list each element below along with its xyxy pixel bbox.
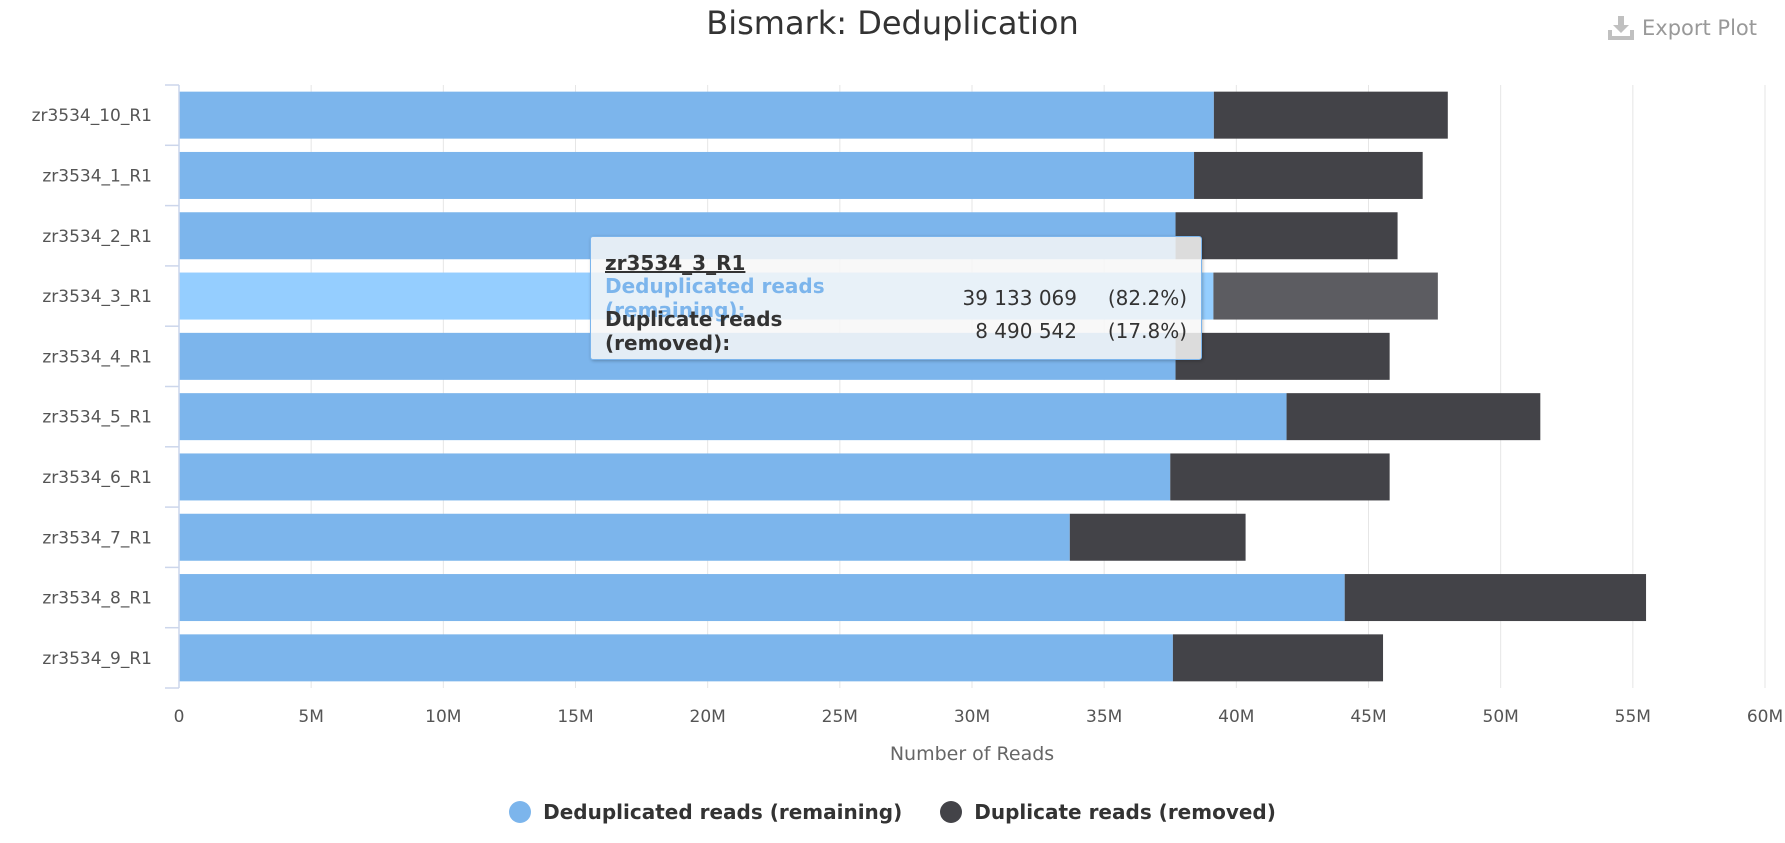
bar-segment-duplicate[interactable] — [1170, 453, 1390, 501]
legend-item-deduplicated[interactable]: Deduplicated reads (remaining) — [509, 800, 902, 824]
x-tick-label: 30M — [954, 707, 990, 727]
legend-label: Deduplicated reads (remaining) — [543, 800, 903, 824]
tooltip-row-percent: (82.2%) — [1107, 285, 1187, 310]
download-icon — [1606, 14, 1636, 42]
y-category-label: zr3534_1_R1 — [42, 166, 152, 186]
y-category-label: zr3534_6_R1 — [42, 468, 152, 488]
x-tick-label: 25M — [822, 707, 858, 727]
x-tick-label: 40M — [1218, 707, 1254, 727]
bar-segment-deduplicated[interactable] — [179, 393, 1287, 441]
y-category-label: zr3534_9_R1 — [42, 649, 152, 669]
legend-item-duplicate[interactable]: Duplicate reads (removed) — [940, 800, 1276, 824]
x-tick-label: 15M — [557, 707, 593, 727]
y-category-label: zr3534_5_R1 — [42, 408, 152, 428]
x-tick-label: 10M — [425, 707, 461, 727]
bar-segment-deduplicated[interactable] — [179, 91, 1214, 139]
tooltip-row-name: Duplicate reads (removed): — [605, 306, 783, 355]
y-category-label: zr3534_3_R1 — [42, 287, 152, 307]
y-category-label: zr3534_8_R1 — [42, 589, 152, 609]
tooltip-row-percent: (17.8%) — [1107, 318, 1187, 343]
bar-segment-duplicate[interactable] — [1175, 212, 1398, 260]
bar-segment-duplicate[interactable] — [1194, 151, 1423, 199]
bar-segment-deduplicated[interactable] — [179, 574, 1345, 622]
chart-title: Bismark: Deduplication — [706, 4, 1079, 42]
bar-segment-deduplicated[interactable] — [179, 453, 1171, 501]
tooltip: zr3534_3_R1 Deduplicated reads (remainin… — [590, 236, 1202, 360]
x-axis-title: Number of Reads — [890, 743, 1054, 765]
bars — [179, 91, 1647, 682]
tooltip-row-name: Deduplicated reads (remaining): — [605, 273, 825, 322]
tooltip-row-duplicate: Duplicate reads (removed): 8 490 542 (17… — [605, 307, 1187, 355]
legend-marker — [940, 801, 963, 823]
tooltip-row-deduplicated: Deduplicated reads (remaining): 39 133 0… — [605, 274, 1187, 322]
x-tick-label: 55M — [1615, 707, 1651, 727]
bar-segment-deduplicated[interactable] — [179, 151, 1195, 199]
legend-marker — [509, 801, 532, 823]
x-tick-label: 45M — [1350, 707, 1386, 727]
tooltip-title: zr3534_3_R1 — [605, 251, 746, 275]
tooltip-row-value: 8 490 542 — [975, 318, 1077, 343]
y-category-label: zr3534_10_R1 — [32, 106, 152, 126]
x-tick-label: 50M — [1483, 707, 1519, 727]
x-tick-label: 0 — [174, 707, 185, 727]
y-category-label: zr3534_2_R1 — [42, 227, 152, 247]
bar-segment-duplicate[interactable] — [1213, 91, 1448, 139]
bar-segment-duplicate[interactable] — [1344, 574, 1647, 622]
bar-segment-duplicate[interactable] — [1286, 393, 1541, 441]
bar-segment-duplicate[interactable] — [1069, 513, 1246, 561]
bar-segment-deduplicated[interactable] — [179, 634, 1173, 682]
axes: 0 5M 10M 15M 20M 25M 30M 35M 40M 45M 50M 55M 60M zr35… — [32, 84, 1783, 727]
export-plot-label: Export Plot — [1642, 16, 1757, 40]
export-plot-button[interactable]: Export Plot — [1606, 14, 1757, 42]
legend-label: Duplicate reads (removed) — [974, 800, 1276, 824]
y-category-label: zr3534_7_R1 — [42, 528, 152, 548]
bar-segment-duplicate[interactable] — [1172, 634, 1384, 682]
x-tick-label: 60M — [1747, 707, 1783, 727]
x-tick-label: 20M — [690, 707, 726, 727]
y-category-label: zr3534_4_R1 — [42, 347, 152, 367]
x-tick-label: 35M — [1086, 707, 1122, 727]
x-tick-label: 5M — [298, 707, 323, 727]
bar-segment-duplicate[interactable] — [1175, 332, 1390, 380]
legend: Deduplicated reads (remaining) Duplicate… — [0, 800, 1785, 824]
bar-segment-duplicate[interactable] — [1213, 272, 1438, 320]
bar-segment-deduplicated[interactable] — [179, 513, 1070, 561]
tooltip-row-value: 39 133 069 — [962, 285, 1077, 310]
